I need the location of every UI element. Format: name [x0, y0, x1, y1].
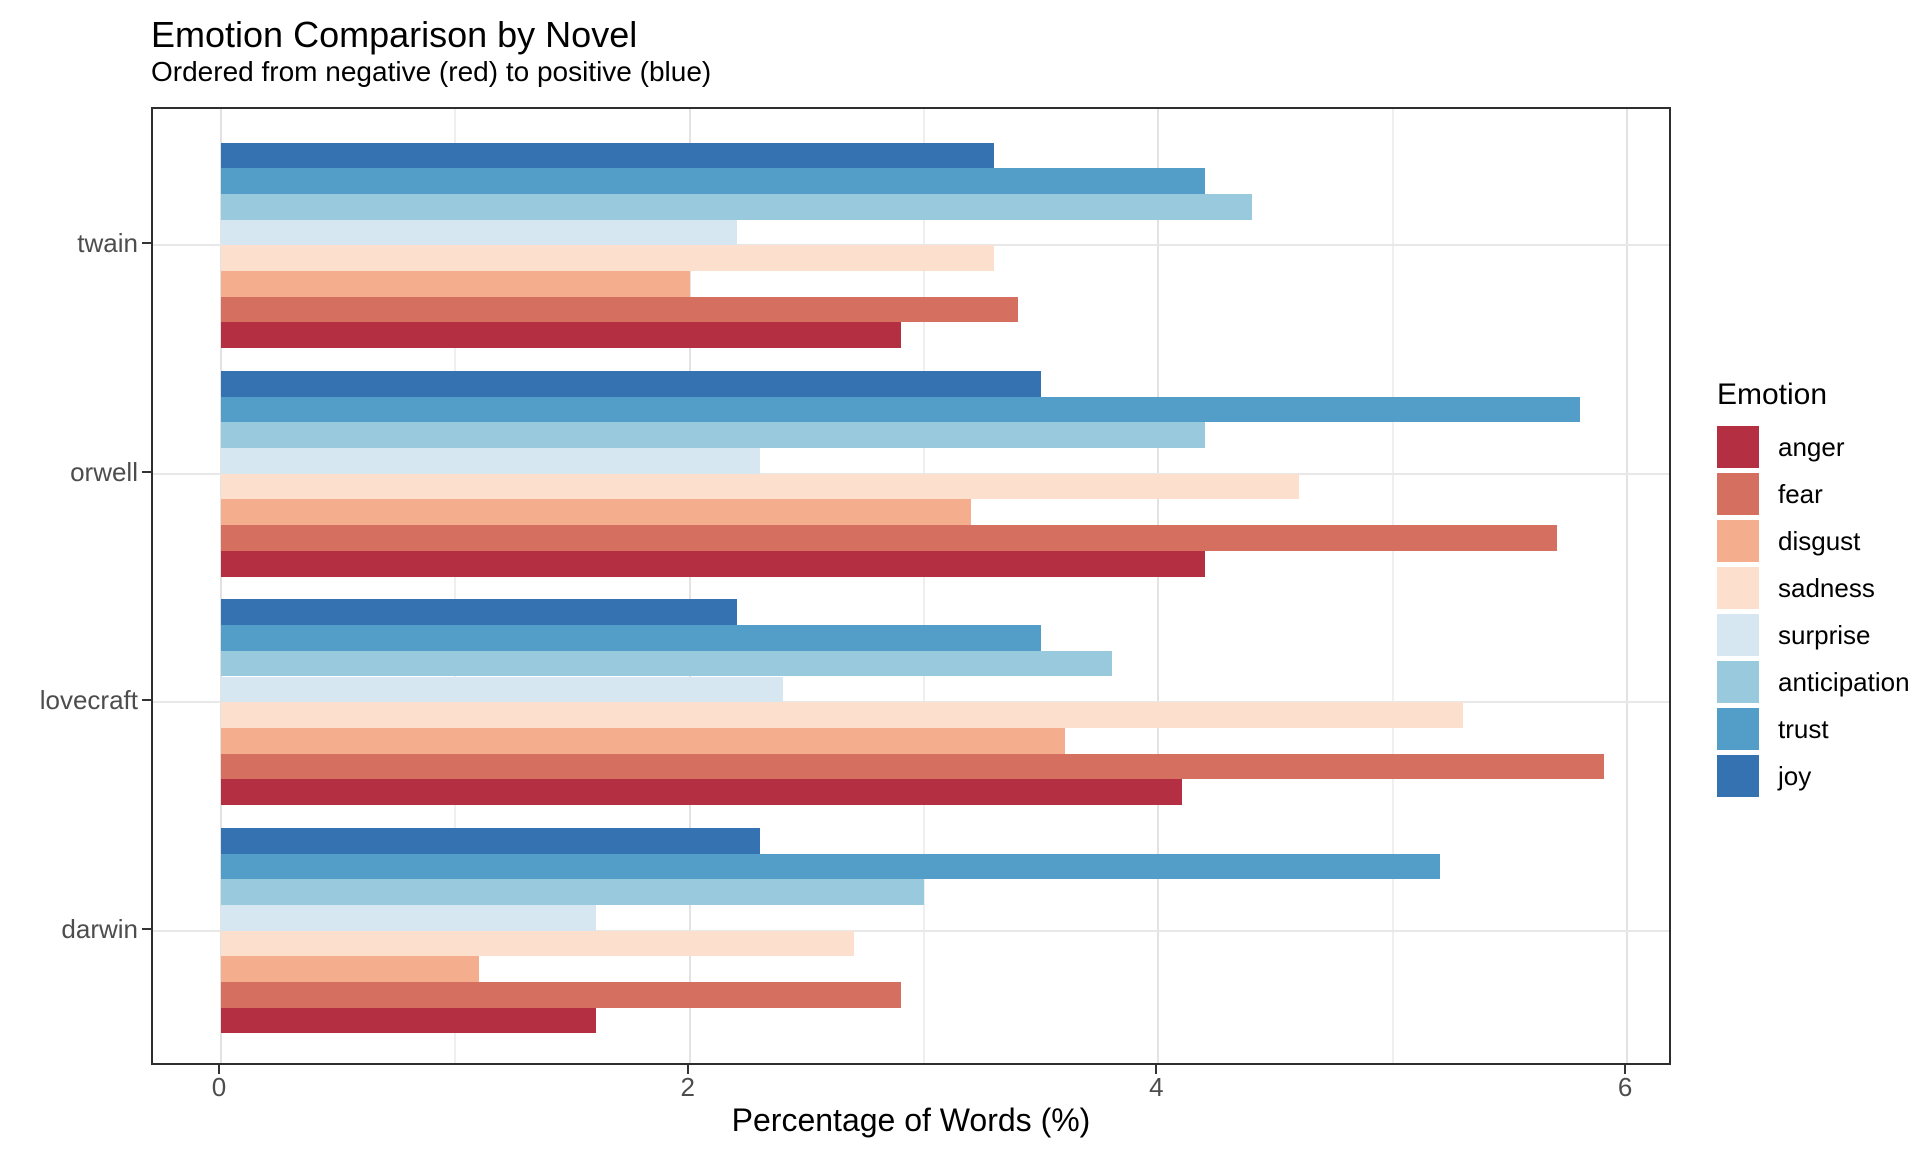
y-tick-mark-darwin: [142, 927, 151, 930]
bar-darwin-anticipation: [221, 879, 925, 905]
legend-swatch-anticipation: [1717, 661, 1759, 703]
legend-item-trust: trust: [1717, 708, 1910, 750]
x-tick-mark-4: [1155, 1065, 1158, 1074]
bar-orwell-joy: [221, 371, 1042, 397]
legend: Emotion anger fear disgust sadness surprise a…: [1717, 378, 1910, 802]
bar-lovecraft-anticipation: [221, 650, 1112, 677]
x-tick-label-6: 6: [1617, 1072, 1633, 1102]
bar-twain-trust: [221, 168, 1206, 194]
x-tick-label-2: 2: [680, 1072, 695, 1102]
bar-lovecraft-sadness: [221, 702, 1464, 728]
y-tick-mark-lovecraft: [142, 699, 151, 702]
bar-darwin-fear: [221, 981, 901, 1008]
gridline-x-2: [688, 109, 691, 1063]
legend-item-surprise: surprise: [1717, 614, 1910, 656]
legend-item-disgust: disgust: [1717, 520, 1910, 562]
x-axis-title: Percentage of Words (%): [731, 1102, 1091, 1138]
bar-darwin-disgust: [221, 956, 479, 982]
gridline-y-darwin: [153, 929, 1669, 932]
legend-item-sadness: sadness: [1717, 567, 1910, 609]
gridline-x-3: [923, 109, 926, 1063]
bar-lovecraft-joy: [221, 599, 737, 626]
y-axis-label-lovecraft: lovecraft: [39, 685, 138, 716]
legend-swatch-fear: [1717, 473, 1759, 515]
bar-lovecraft-fear: [221, 753, 1604, 780]
bar-twain-anger: [221, 322, 901, 349]
y-axis-label-darwin: darwin: [61, 913, 138, 944]
x-tick-mark-6: [1624, 1065, 1627, 1074]
bar-lovecraft-anger: [221, 779, 1182, 805]
bar-twain-anticipation: [221, 194, 1253, 220]
legend-title: Emotion: [1717, 378, 1828, 411]
bar-orwell-trust: [221, 396, 1581, 423]
y-axis-label-twain: twain: [77, 228, 138, 259]
bar-twain-joy: [221, 142, 995, 169]
bar-orwell-anticipation: [221, 422, 1206, 449]
bar-twain-sadness: [221, 245, 995, 272]
x-tick-mark-2: [686, 1065, 689, 1074]
bar-orwell-surprise: [221, 448, 760, 474]
bar-darwin-joy: [221, 827, 760, 854]
legend-swatch-sadness: [1717, 567, 1759, 609]
legend-swatch-disgust: [1717, 520, 1759, 562]
y-axis-label-orwell: orwell: [70, 456, 138, 487]
legend-label-anticipation: anticipation: [1778, 666, 1910, 697]
gridline-x-1: [454, 109, 457, 1063]
chart-subtitle: Ordered from negative (red) to positive …: [151, 56, 712, 87]
bar-orwell-fear: [221, 525, 1557, 551]
legend-label-disgust: disgust: [1778, 525, 1861, 556]
x-tick-label-4: 4: [1149, 1072, 1164, 1102]
bar-darwin-surprise: [221, 904, 596, 931]
bar-lovecraft-surprise: [221, 676, 784, 703]
bar-twain-disgust: [221, 271, 690, 297]
legend-label-anger: anger: [1778, 431, 1845, 462]
legend-label-joy: joy: [1778, 760, 1812, 791]
legend-swatch-anger: [1717, 426, 1759, 468]
bar-darwin-anger: [221, 1007, 596, 1034]
x-tick-mark-0: [218, 1065, 220, 1074]
legend-item-fear: fear: [1717, 473, 1910, 515]
gridline-x-0: [220, 109, 222, 1063]
legend-swatch-joy: [1717, 755, 1759, 797]
legend-item-joy: joy: [1717, 755, 1910, 797]
plot-panel: [151, 107, 1671, 1065]
bar-twain-fear: [221, 296, 1018, 323]
legend-item-anger: anger: [1717, 426, 1910, 468]
x-tick-label-0: 0: [211, 1072, 227, 1102]
gridline-x-5: [1391, 109, 1394, 1063]
y-tick-mark-orwell: [142, 470, 151, 473]
bar-lovecraft-disgust: [221, 727, 1065, 754]
gridline-x-6: [1626, 109, 1629, 1063]
legend-label-surprise: surprise: [1778, 619, 1871, 650]
bar-twain-surprise: [221, 219, 737, 246]
legend-label-sadness: sadness: [1778, 572, 1875, 603]
y-tick-mark-twain: [142, 242, 151, 245]
legend-swatch-surprise: [1717, 614, 1759, 656]
legend-swatch-trust: [1717, 708, 1759, 750]
bar-darwin-trust: [221, 853, 1440, 880]
bar-orwell-anger: [221, 550, 1206, 577]
bar-orwell-disgust: [221, 499, 971, 526]
bar-darwin-sadness: [221, 930, 854, 957]
legend-item-anticipation: anticipation: [1717, 661, 1910, 703]
bar-orwell-sadness: [221, 473, 1299, 500]
chart-title: Emotion Comparison by Novel: [151, 14, 638, 55]
gridline-x-4: [1157, 109, 1160, 1063]
bar-lovecraft-trust: [221, 625, 1042, 651]
legend-label-trust: trust: [1778, 713, 1829, 744]
legend-label-fear: fear: [1778, 478, 1823, 509]
